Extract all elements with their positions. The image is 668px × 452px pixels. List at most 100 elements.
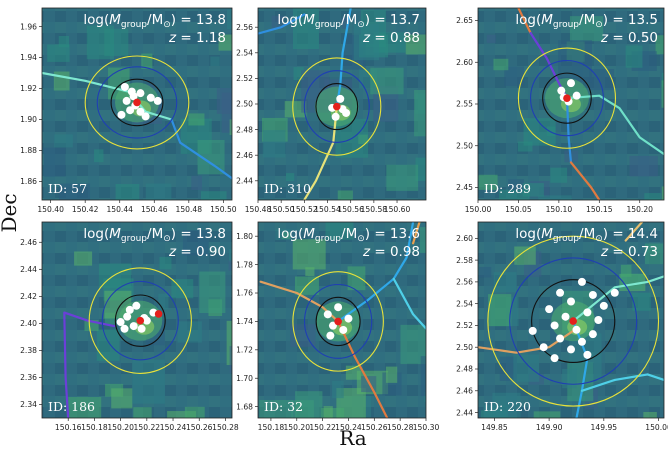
density-cell [493, 272, 517, 293]
member-galaxy-point [342, 108, 351, 117]
density-cell [47, 44, 70, 62]
radius-circle-1 [292, 57, 382, 156]
radius-circle-3 [110, 78, 164, 127]
redshift-label: z = 1.18 [168, 30, 226, 46]
density-cell [514, 246, 536, 265]
density-cell [228, 260, 232, 271]
radius-circle-2 [509, 257, 638, 385]
density-cell [513, 354, 540, 382]
group-id-label: ID: 32 [264, 399, 303, 414]
x-tick-label: 150.60 [384, 205, 411, 214]
filament-4 [565, 97, 573, 164]
density-cell [499, 356, 517, 381]
x-tick-label: 150.26 [186, 423, 213, 432]
density-cell [493, 58, 509, 71]
x-tick-label: 150.24 [335, 423, 362, 432]
filament-2 [572, 275, 664, 323]
panel-plot-area [258, 222, 426, 418]
member-galaxy-point [550, 354, 559, 363]
x-tick-label: 150.20 [107, 423, 134, 432]
filament-5 [569, 161, 601, 200]
density-cell [58, 183, 91, 200]
radius-circle-1 [88, 267, 192, 374]
y-tick-label: 2.50 [236, 100, 253, 109]
group-center-point [334, 317, 342, 326]
density-cell [133, 407, 152, 418]
density-cell [305, 267, 315, 277]
member-galaxy-point [129, 92, 138, 101]
x-tick-label: 150.42 [72, 205, 99, 214]
x-tick-label: 150.30 [413, 423, 440, 432]
density-cell [486, 34, 496, 43]
member-galaxy-point [328, 321, 337, 330]
group-id-label: ID: 57 [48, 181, 87, 196]
panel-plot-area [478, 8, 664, 200]
radius-circle-2 [303, 70, 370, 143]
density-cell [159, 256, 172, 270]
mass-value: ) = 13.8 [171, 226, 226, 242]
x-tick-label: 150.46 [141, 205, 168, 214]
density-cell [499, 189, 530, 200]
x-tick-label: 149.95 [591, 423, 618, 432]
filament-3 [303, 105, 338, 200]
x-tick-label: 150.44 [106, 205, 133, 214]
density-cell [226, 320, 232, 366]
redshift-value: = 1.18 [176, 30, 226, 46]
density-cell [226, 9, 232, 30]
mass-label: log(Mgroup/M⊙) = 13.8 [83, 226, 226, 244]
density-cell [104, 312, 117, 325]
density-cell [569, 16, 604, 42]
density-cell [145, 183, 172, 200]
y-tick-label: 2.50 [456, 343, 473, 352]
member-galaxy-point [545, 305, 554, 314]
member-galaxy-point [567, 79, 575, 88]
y-tick-label: 2.44 [456, 408, 473, 417]
mass-label: log(Mgroup/M⊙) = 13.8 [83, 12, 226, 30]
density-cell [643, 412, 657, 418]
density-cell [74, 251, 93, 266]
member-galaxy-point [561, 312, 570, 321]
redshift-value: = 0.88 [370, 30, 420, 46]
density-cell [167, 411, 197, 418]
density-cell [488, 294, 512, 327]
y-tick-label: 2.50 [456, 141, 473, 150]
member-galaxy-point [146, 93, 155, 102]
density-cell [483, 405, 508, 418]
y-tick-label: 1.74 [236, 317, 253, 326]
member-galaxy-point [323, 310, 332, 319]
y-tick-label: 2.60 [456, 234, 473, 243]
density-cell [158, 293, 169, 310]
y-tick-label: 2.52 [236, 74, 253, 83]
density-cell [292, 8, 319, 49]
member-galaxy-point [126, 106, 135, 115]
x-tick-label: 150.05 [505, 205, 532, 214]
x-tick-label: 150.22 [134, 423, 161, 432]
group-center-point [133, 98, 141, 107]
group-id-label: ID: 220 [484, 399, 531, 414]
density-cell [508, 179, 525, 193]
x-tick-label: 150.22 [309, 423, 336, 432]
y-tick-label: 1.68 [236, 402, 253, 411]
panel-frame [257, 221, 427, 419]
density-cell [94, 149, 104, 163]
x-tick-label: 150.16 [55, 423, 82, 432]
member-galaxy-point [331, 112, 340, 121]
member-galaxy-point [539, 343, 548, 352]
x-tick-label: 150.15 [586, 205, 613, 214]
density-cell [115, 184, 140, 200]
radius-circle-1 [84, 55, 190, 150]
highlight-point [154, 310, 163, 318]
mass-value: ) = 13.8 [171, 12, 226, 28]
member-galaxy-point [125, 305, 134, 314]
filament-5 [624, 222, 644, 242]
panel-frame [477, 221, 665, 419]
x-tick-label: 150.26 [361, 423, 388, 432]
x-tick-label: 150.48 [176, 205, 203, 214]
density-cell [478, 174, 498, 190]
member-galaxy-point [339, 325, 348, 334]
member-galaxy-point [577, 277, 586, 286]
density-cell [229, 119, 232, 136]
member-galaxy-point [610, 288, 619, 297]
density-cell [54, 134, 73, 148]
density-cell [644, 243, 664, 265]
